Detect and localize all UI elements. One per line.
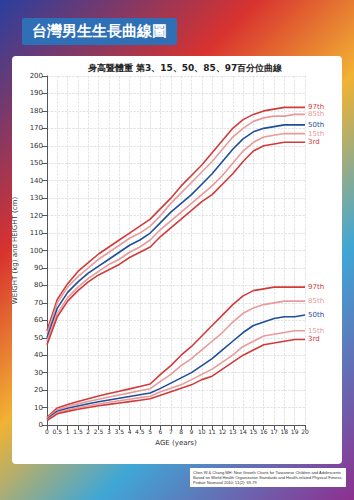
svg-text:1.5: 1.5 [73,428,83,435]
svg-text:18: 18 [281,428,289,435]
svg-text:3rd: 3rd [308,138,320,146]
svg-text:180: 180 [30,107,43,115]
svg-text:2.5: 2.5 [94,428,104,435]
svg-text:WEIGHT (kg) and HEIGHT (cm): WEIGHT (kg) and HEIGHT (cm) [11,197,19,305]
html-text:台灣男生生長曲線圖: 台灣男生生長曲線圖 [32,22,167,40]
svg-text:60: 60 [34,316,43,324]
svg-text:3rd: 3rd [308,335,320,343]
svg-text:10: 10 [198,428,206,435]
svg-text:8: 8 [179,428,183,435]
svg-text:85th: 85th [308,297,324,305]
svg-text:9: 9 [190,428,194,435]
svg-text:50: 50 [34,334,43,342]
svg-text:13: 13 [229,428,237,435]
svg-text:10: 10 [34,404,43,412]
svg-text:16: 16 [260,428,268,435]
html-text:Chen W & Chang MH: New Growth: Chen W & Chang MH: New Growth Charts for… [193,470,343,485]
svg-text:120: 120 [30,212,43,220]
svg-text:20: 20 [34,386,43,394]
svg-text:7: 7 [169,428,173,435]
svg-text:140: 140 [30,177,43,185]
svg-text:14: 14 [239,428,247,435]
svg-text:70: 70 [34,299,43,307]
svg-text:6: 6 [159,428,163,435]
svg-text:4: 4 [128,428,132,435]
svg-text:15th: 15th [308,130,324,138]
svg-text:2: 2 [86,428,90,435]
svg-text:15: 15 [250,428,258,435]
svg-text:50th: 50th [308,311,324,319]
svg-text:12: 12 [219,428,227,435]
svg-text:170: 170 [30,124,43,132]
svg-text:97th: 97th [308,283,324,291]
svg-text:100: 100 [30,247,43,255]
svg-text:20: 20 [301,428,309,435]
svg-text:4.5: 4.5 [135,428,145,435]
svg-text:190: 190 [30,89,43,97]
svg-text:身高暨體重 第3、15、50、85、97百分位曲線: 身高暨體重 第3、15、50、85、97百分位曲線 [87,63,283,73]
svg-text:17: 17 [270,428,278,435]
svg-text:110: 110 [30,229,43,237]
svg-text:11: 11 [208,428,216,435]
svg-text:15th: 15th [308,327,324,335]
svg-text:5: 5 [148,428,152,435]
svg-text:50th: 50th [308,121,324,129]
svg-text:85th: 85th [308,110,324,118]
svg-text:19: 19 [291,428,299,435]
svg-text:1: 1 [66,428,70,435]
svg-text:0.5: 0.5 [53,428,63,435]
svg-text:150: 150 [30,159,43,167]
svg-text:130: 130 [30,194,43,202]
svg-text:40: 40 [34,351,43,359]
svg-text:AGE (years): AGE (years) [155,439,197,447]
svg-text:97th: 97th [308,103,325,112]
svg-text:90: 90 [34,264,43,272]
svg-text:80: 80 [34,281,43,289]
svg-text:3.5: 3.5 [114,428,124,435]
svg-text:0: 0 [45,428,49,435]
svg-text:200: 200 [30,72,43,80]
svg-text:0: 0 [39,421,43,429]
svg-text:3: 3 [107,428,111,435]
svg-text:30: 30 [34,369,43,377]
svg-text:160: 160 [30,142,43,150]
